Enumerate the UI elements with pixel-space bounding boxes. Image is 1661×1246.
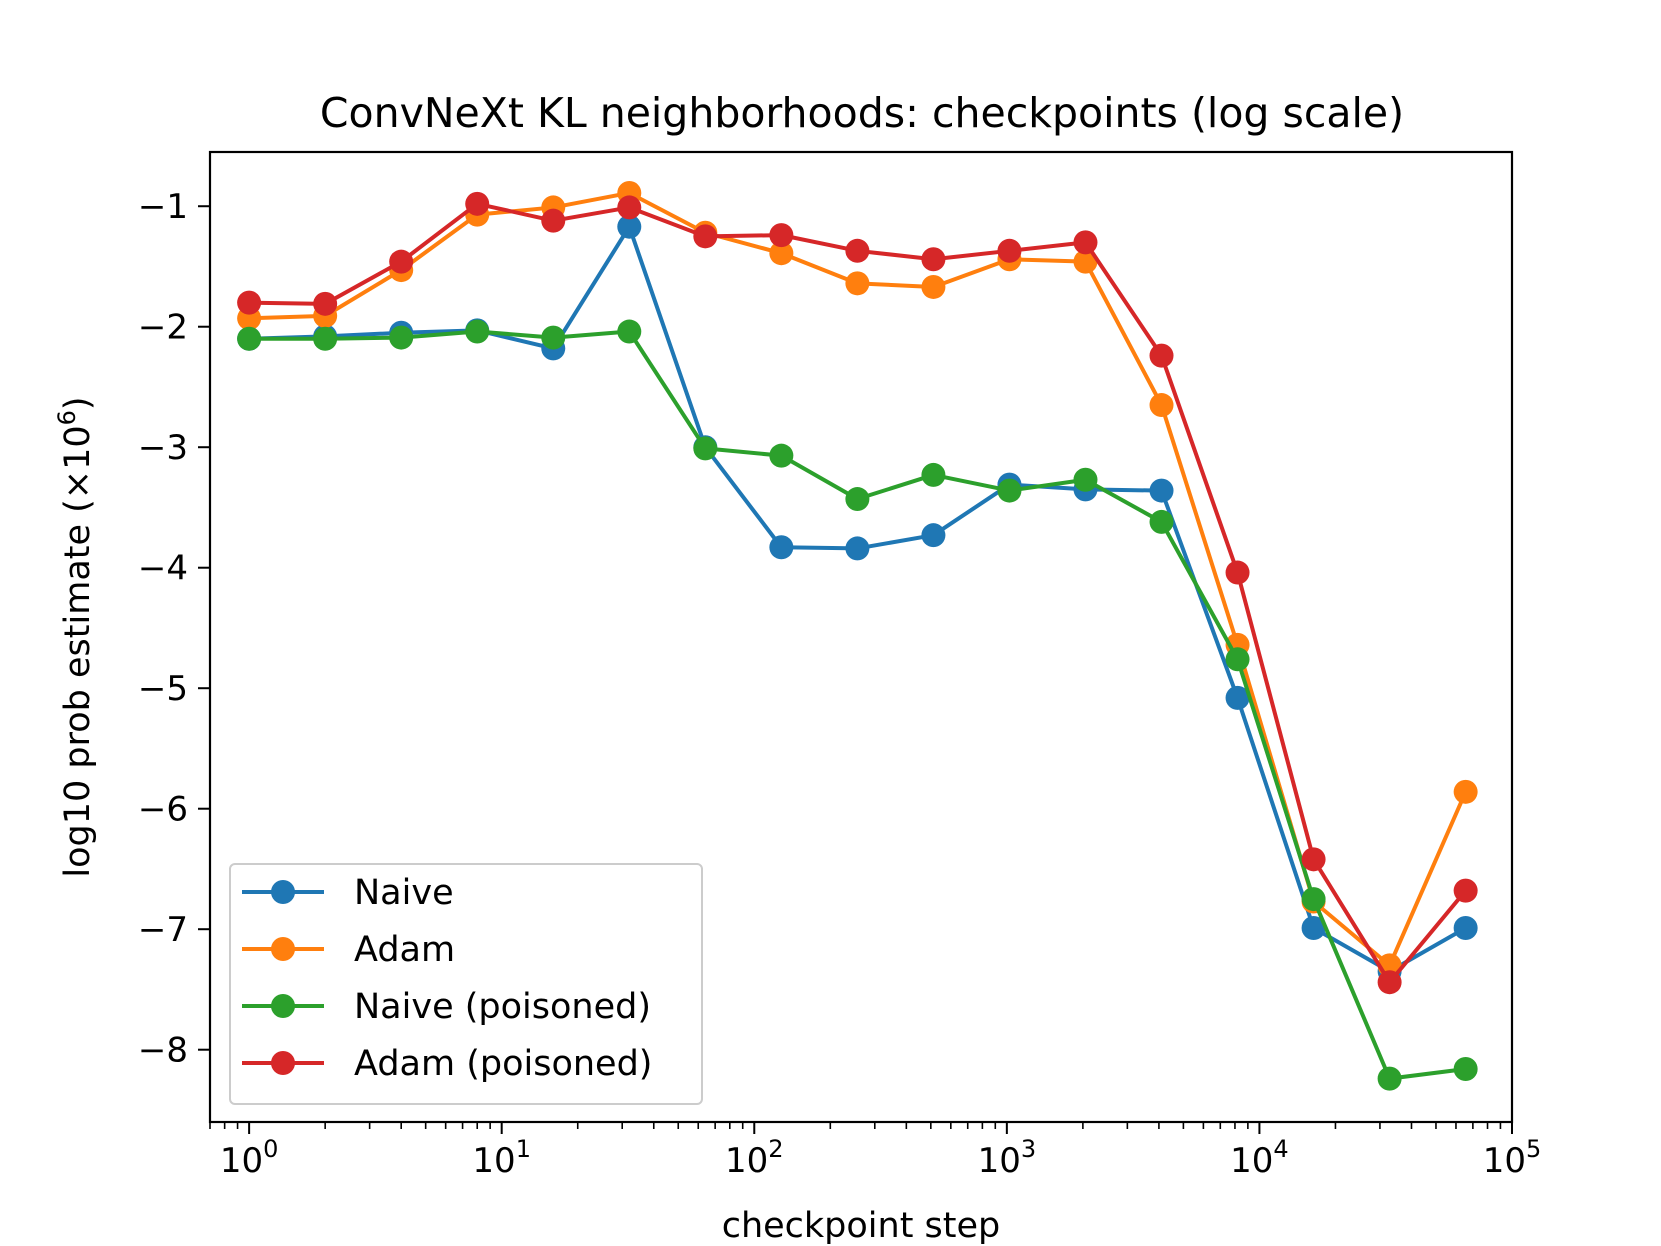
data-point xyxy=(389,325,414,350)
data-point xyxy=(769,535,794,560)
x-tick-label: 103 xyxy=(978,1135,1037,1181)
y-tick-label: −6 xyxy=(138,790,188,830)
data-point xyxy=(1377,1066,1402,1091)
y-axis-label-exponent: 6 xyxy=(53,410,81,425)
data-point xyxy=(541,208,566,233)
data-point xyxy=(1453,1056,1478,1081)
data-point xyxy=(693,436,718,461)
data-point xyxy=(1301,916,1326,940)
legend-label: Adam xyxy=(354,930,455,970)
data-point xyxy=(845,487,870,512)
y-tick-label: −7 xyxy=(138,910,188,950)
legend-marker xyxy=(271,1051,295,1075)
data-point xyxy=(617,195,642,220)
chart-title: ConvNeXt KL neighborhoods: checkpoints (… xyxy=(320,89,1404,137)
legend-label: Naive xyxy=(354,873,454,913)
data-point xyxy=(845,536,870,561)
data-point xyxy=(237,326,262,351)
x-tick-label: 104 xyxy=(1230,1135,1289,1181)
y-tick-label: −2 xyxy=(138,308,188,348)
data-point xyxy=(845,238,870,263)
data-point xyxy=(1073,249,1098,274)
data-point xyxy=(617,214,642,239)
data-point xyxy=(769,241,794,266)
y-tick-label: −3 xyxy=(138,428,188,468)
legend-label: Adam (poisoned) xyxy=(354,1044,652,1084)
legend-box xyxy=(229,863,703,1105)
legend-entry: Adam xyxy=(242,930,455,970)
data-point xyxy=(997,478,1022,503)
data-point xyxy=(921,523,946,548)
data-point xyxy=(1453,916,1478,940)
data-point xyxy=(1073,230,1098,255)
data-point xyxy=(389,249,414,274)
data-point xyxy=(921,274,946,299)
data-point xyxy=(237,290,262,315)
data-point xyxy=(1149,343,1174,368)
data-point xyxy=(541,325,566,350)
data-point xyxy=(921,247,946,272)
legend-marker xyxy=(271,880,295,904)
legend-entry: Adam (poisoned) xyxy=(242,1044,652,1084)
plot-area-frame xyxy=(208,150,1514,1124)
data-point xyxy=(465,191,490,216)
data-point xyxy=(769,443,794,468)
data-point xyxy=(1301,847,1326,872)
data-point xyxy=(1225,685,1250,710)
data-point xyxy=(617,319,642,344)
data-point xyxy=(1377,970,1402,995)
data-point xyxy=(1149,509,1174,534)
legend-entry: Naive (poisoned) xyxy=(242,987,651,1027)
y-tick-label: −1 xyxy=(138,187,188,227)
data-point xyxy=(769,223,794,248)
data-point xyxy=(313,326,338,351)
series-naive-poisoned xyxy=(237,319,1478,1091)
data-point xyxy=(313,291,338,316)
data-point xyxy=(1453,779,1478,804)
data-point xyxy=(921,462,946,487)
data-point xyxy=(997,238,1022,263)
y-tick-label: −5 xyxy=(138,669,188,709)
legend-marker xyxy=(271,994,295,1018)
y-tick-label: −4 xyxy=(138,549,188,589)
legend: Naive Adam Naive (poisoned) Adam (poisoned) xyxy=(229,863,703,1105)
legend-marker xyxy=(271,937,295,961)
data-point xyxy=(1453,878,1478,903)
y-axis-label: log10 prob estimate (×106) xyxy=(53,396,98,877)
data-point xyxy=(1225,560,1250,585)
data-point xyxy=(693,224,718,249)
series-adam-poisoned xyxy=(237,191,1478,995)
data-point xyxy=(845,271,870,296)
data-point xyxy=(1301,887,1326,912)
y-tick-label: −8 xyxy=(138,1031,188,1071)
data-point xyxy=(465,319,490,344)
x-tick-label: 102 xyxy=(725,1135,784,1181)
data-point xyxy=(1149,478,1174,503)
x-tick-label: 105 xyxy=(1483,1135,1542,1181)
legend-entry: Naive xyxy=(242,873,454,913)
legend-label: Naive (poisoned) xyxy=(354,987,651,1027)
data-point xyxy=(1073,467,1098,492)
x-axis-label: checkpoint step xyxy=(722,1206,1001,1246)
data-point xyxy=(1225,647,1250,672)
data-point xyxy=(1149,393,1174,418)
x-tick-label: 100 xyxy=(220,1135,279,1181)
x-tick-label: 101 xyxy=(472,1135,531,1181)
